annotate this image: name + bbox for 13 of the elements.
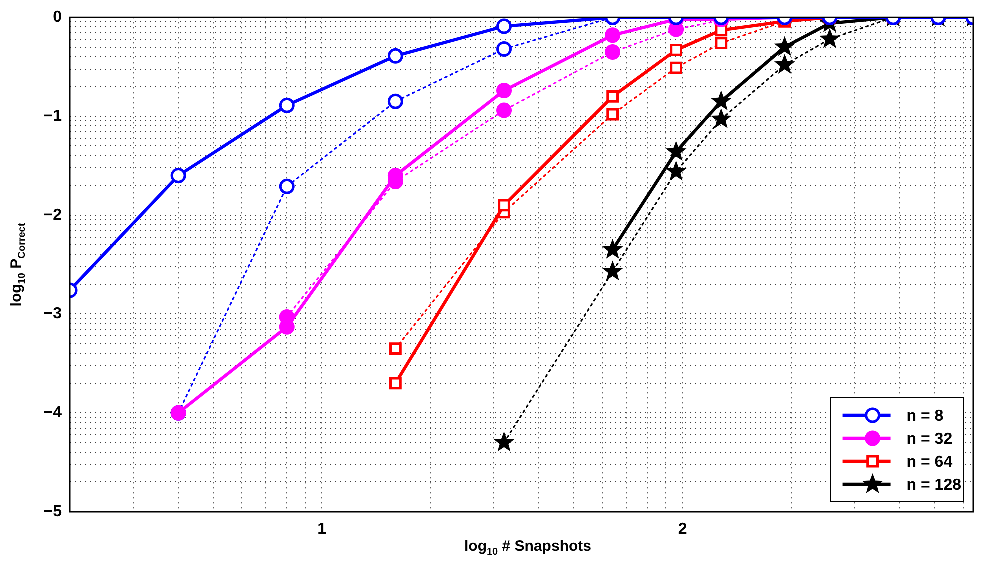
y-tick-label: −1 [44, 108, 62, 125]
y-tick-label: −5 [44, 503, 62, 520]
y-tick-label: −2 [44, 206, 62, 224]
x-tick-label: 2 [678, 521, 688, 538]
legend-label: n = 128 [906, 476, 962, 494]
legend-label: n = 8 [906, 408, 944, 425]
x-axis-title: log$_{10}$ # Snapshots [464, 538, 592, 558]
y-tick-label: −4 [44, 404, 62, 422]
x-tick-label: 1 [318, 521, 327, 538]
legend-label: n = 32 [906, 430, 953, 448]
y-tick-label: 0 [53, 9, 62, 26]
legend-label: n = 64 [906, 454, 953, 471]
y-tick-label: −3 [44, 306, 62, 323]
